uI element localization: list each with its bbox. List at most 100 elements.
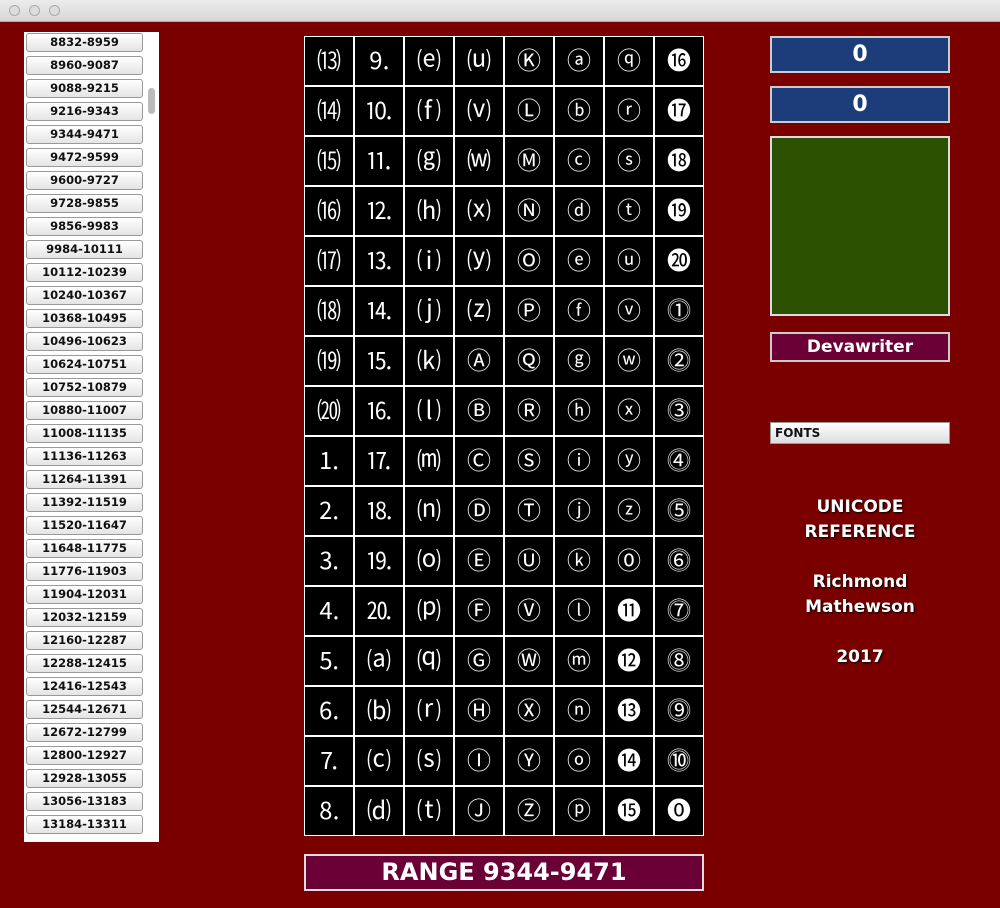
glyph-cell[interactable]: ⓞ xyxy=(554,736,604,786)
glyph-cell[interactable]: ⓹ xyxy=(654,486,704,536)
glyph-cell[interactable]: Ⓢ xyxy=(504,436,554,486)
glyph-cell[interactable]: ⒚ xyxy=(354,536,404,586)
range-button[interactable]: 10496-10623 xyxy=(26,332,143,351)
glyph-cell[interactable]: ⓼ xyxy=(654,636,704,686)
range-button[interactable]: 11904-12031 xyxy=(26,585,143,604)
glyph-cell[interactable]: ⓑ xyxy=(554,86,604,136)
range-button[interactable]: 12160-12287 xyxy=(26,631,143,650)
range-button[interactable]: 10752-10879 xyxy=(26,378,143,397)
range-button[interactable]: 9472-9599 xyxy=(26,148,143,167)
glyph-cell[interactable]: ⓕ xyxy=(554,286,604,336)
range-button[interactable]: 9088-9215 xyxy=(26,79,143,98)
range-button[interactable]: 9728-9855 xyxy=(26,194,143,213)
glyph-cell[interactable]: ⓛ xyxy=(554,586,604,636)
glyph-cell[interactable]: Ⓖ xyxy=(454,636,504,686)
range-button[interactable]: 12672-12799 xyxy=(26,723,143,742)
glyph-cell[interactable]: ⒍ xyxy=(304,686,354,736)
glyph-cell[interactable]: ⓦ xyxy=(604,336,654,386)
scrollbar[interactable] xyxy=(148,88,155,114)
glyph-cell[interactable]: ⒎ xyxy=(304,736,354,786)
range-button[interactable]: 9600-9727 xyxy=(26,171,143,190)
glyph-cell[interactable]: ⓮ xyxy=(604,736,654,786)
close-button[interactable] xyxy=(9,5,20,16)
glyph-cell[interactable]: ⒯ xyxy=(404,786,454,836)
glyph-cell[interactable]: ⓠ xyxy=(604,36,654,86)
glyph-cell[interactable]: ⒏ xyxy=(304,786,354,836)
range-button[interactable]: 12928-13055 xyxy=(26,769,143,788)
glyph-cell[interactable]: ⓢ xyxy=(604,136,654,186)
glyph-cell[interactable]: ⓶ xyxy=(654,336,704,386)
glyph-cell[interactable]: ⓭ xyxy=(604,686,654,736)
glyph-cell[interactable]: Ⓗ xyxy=(454,686,504,736)
range-button[interactable]: 11776-11903 xyxy=(26,562,143,581)
range-button[interactable]: 10624-10751 xyxy=(26,355,143,374)
glyph-cell[interactable]: ⒰ xyxy=(454,36,504,86)
glyph-cell[interactable]: ⒡ xyxy=(404,86,454,136)
minimize-button[interactable] xyxy=(29,5,40,16)
glyph-cell[interactable]: Ⓧ xyxy=(504,686,554,736)
devawriter-button[interactable]: Devawriter xyxy=(770,332,950,362)
glyph-cell[interactable]: ⓳ xyxy=(654,186,704,236)
glyph-cell[interactable]: ⓬ xyxy=(604,636,654,686)
glyph-cell[interactable]: ⓔ xyxy=(554,236,604,286)
glyph-cell[interactable]: ⒛ xyxy=(354,586,404,636)
glyph-cell[interactable]: Ⓠ xyxy=(504,336,554,386)
glyph-cell[interactable]: ⒐ xyxy=(354,36,404,86)
glyph-cell[interactable]: ⓣ xyxy=(604,186,654,236)
glyph-cell[interactable]: ⒑ xyxy=(354,86,404,136)
range-button[interactable]: 12288-12415 xyxy=(26,654,143,673)
glyph-cell[interactable]: ⓫ xyxy=(604,586,654,636)
glyph-cell[interactable]: ⓿ xyxy=(654,786,704,836)
glyph-cell[interactable]: Ⓩ xyxy=(504,786,554,836)
range-button[interactable]: 11648-11775 xyxy=(26,539,143,558)
glyph-cell[interactable]: ⓝ xyxy=(554,686,604,736)
glyph-cell[interactable]: ⓜ xyxy=(554,636,604,686)
glyph-cell[interactable]: ⒝ xyxy=(354,686,404,736)
glyph-cell[interactable]: ⓨ xyxy=(604,436,654,486)
glyph-cell[interactable]: Ⓝ xyxy=(504,186,554,236)
glyph-cell[interactable]: Ⓔ xyxy=(454,536,504,586)
glyph-cell[interactable]: ⒘ xyxy=(354,436,404,486)
glyph-cell[interactable]: ⓵ xyxy=(654,286,704,336)
glyph-cell[interactable]: ⒁ xyxy=(304,86,354,136)
range-button[interactable]: 11264-11391 xyxy=(26,470,143,489)
glyph-cell[interactable]: Ⓜ xyxy=(504,136,554,186)
glyph-cell[interactable]: ⓚ xyxy=(554,536,604,586)
glyph-cell[interactable]: ⒙ xyxy=(354,486,404,536)
glyph-cell[interactable]: Ⓚ xyxy=(504,36,554,86)
glyph-cell[interactable]: ⓯ xyxy=(604,786,654,836)
glyph-cell[interactable]: ⒥ xyxy=(404,286,454,336)
glyph-cell[interactable]: ⒪ xyxy=(404,536,454,586)
glyph-cell[interactable]: Ⓕ xyxy=(454,586,504,636)
glyph-cell[interactable]: ⒅ xyxy=(304,286,354,336)
glyph-cell[interactable]: ⓒ xyxy=(554,136,604,186)
glyph-cell[interactable]: ⓲ xyxy=(654,136,704,186)
glyph-cell[interactable]: ⒞ xyxy=(354,736,404,786)
glyph-cell[interactable]: ⒨ xyxy=(404,436,454,486)
glyph-cell[interactable]: ⒠ xyxy=(404,36,454,86)
glyph-cell[interactable]: ⒫ xyxy=(404,586,454,636)
glyph-cell[interactable]: ⒗ xyxy=(354,386,404,436)
glyph-cell[interactable]: Ⓤ xyxy=(504,536,554,586)
glyph-cell[interactable]: Ⓥ xyxy=(504,586,554,636)
glyph-cell[interactable]: Ⓨ xyxy=(504,736,554,786)
glyph-cell[interactable]: ⓧ xyxy=(604,386,654,436)
range-button[interactable]: 10112-10239 xyxy=(26,263,143,282)
glyph-cell[interactable]: Ⓓ xyxy=(454,486,504,536)
glyph-cell[interactable]: ⒵ xyxy=(454,286,504,336)
glyph-cell[interactable]: Ⓙ xyxy=(454,786,504,836)
glyph-cell[interactable]: ⒀ xyxy=(304,36,354,86)
range-button[interactable]: 11520-11647 xyxy=(26,516,143,535)
glyph-cell[interactable]: ⒴ xyxy=(454,236,504,286)
glyph-cell[interactable]: ⓤ xyxy=(604,236,654,286)
range-button[interactable]: 10240-10367 xyxy=(26,286,143,305)
glyph-cell[interactable]: Ⓛ xyxy=(504,86,554,136)
glyph-cell[interactable]: ⒣ xyxy=(404,186,454,236)
glyph-cell[interactable]: ⓸ xyxy=(654,436,704,486)
glyph-cell[interactable]: Ⓞ xyxy=(504,236,554,286)
range-button[interactable]: 12544-12671 xyxy=(26,700,143,719)
glyph-cell[interactable]: Ⓑ xyxy=(454,386,504,436)
glyph-cell[interactable]: ⓗ xyxy=(554,386,604,436)
glyph-cell[interactable]: ⒌ xyxy=(304,636,354,686)
glyph-cell[interactable]: ⓡ xyxy=(604,86,654,136)
